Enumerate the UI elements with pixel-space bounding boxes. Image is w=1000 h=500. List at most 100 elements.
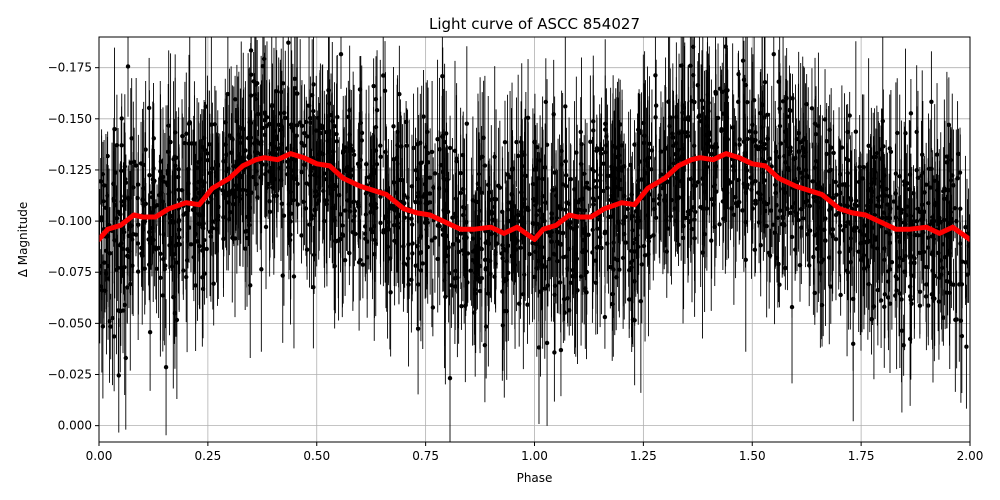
data-point — [682, 116, 687, 122]
data-point — [345, 198, 350, 203]
data-point — [111, 334, 117, 339]
data-point — [404, 143, 409, 148]
data-point — [864, 240, 869, 245]
data-point — [110, 315, 115, 321]
data-point — [861, 253, 867, 258]
data-point — [135, 195, 140, 201]
data-point — [534, 145, 540, 150]
y-tick-label: −0.050 — [48, 316, 92, 330]
data-point — [642, 253, 648, 258]
data-point — [358, 157, 363, 163]
data-point — [280, 273, 285, 278]
data-point — [273, 89, 279, 94]
data-point — [555, 239, 560, 244]
data-point — [460, 248, 466, 253]
data-point — [119, 116, 124, 121]
data-point — [477, 263, 483, 269]
data-point — [512, 247, 517, 253]
data-point — [557, 280, 563, 285]
x-tick-label: 1.00 — [521, 449, 548, 463]
data-point — [641, 243, 647, 249]
data-point — [491, 218, 497, 223]
data-point — [768, 208, 774, 213]
data-point — [658, 172, 664, 177]
data-point — [356, 260, 362, 265]
x-tick-label: 1.25 — [630, 449, 657, 463]
data-point — [591, 128, 596, 133]
data-point — [900, 257, 906, 263]
data-point — [625, 206, 630, 212]
data-point — [923, 182, 929, 187]
data-point — [520, 215, 526, 220]
data-point — [758, 139, 763, 145]
data-point — [205, 151, 210, 156]
data-point — [602, 229, 608, 234]
data-point — [184, 211, 189, 217]
data-point — [685, 130, 690, 135]
data-point — [438, 162, 444, 168]
data-point — [481, 135, 486, 141]
data-point — [728, 180, 733, 185]
x-tick-label: 0.50 — [303, 449, 330, 463]
data-point — [842, 181, 847, 187]
data-point — [392, 223, 397, 228]
data-point — [583, 248, 589, 254]
data-point — [240, 187, 246, 193]
data-point — [170, 218, 175, 223]
data-point — [668, 115, 673, 120]
data-point — [542, 264, 547, 269]
data-point — [680, 235, 686, 241]
y-tick-label: −0.025 — [48, 368, 92, 382]
data-point — [350, 148, 356, 154]
binned-mean-series — [99, 151, 970, 242]
data-point — [275, 146, 281, 151]
data-point — [957, 170, 963, 175]
data-point — [830, 234, 835, 239]
data-point — [869, 193, 874, 199]
data-point — [314, 128, 319, 133]
data-point — [402, 215, 407, 220]
data-point — [125, 64, 131, 69]
data-point — [264, 115, 270, 120]
data-point — [785, 114, 790, 119]
data-point — [246, 153, 252, 159]
data-point — [875, 246, 880, 251]
data-point — [415, 194, 421, 199]
data-point — [440, 169, 445, 175]
data-point — [822, 117, 828, 122]
data-point — [740, 208, 745, 213]
data-point — [582, 208, 587, 213]
data-point — [885, 295, 891, 300]
data-point — [959, 333, 965, 339]
data-point — [909, 219, 915, 224]
chart-title: Light curve of ASCC 854027 — [429, 15, 640, 33]
data-point — [207, 142, 212, 147]
data-point — [161, 256, 166, 262]
data-point — [283, 115, 288, 121]
data-point — [454, 236, 459, 242]
scatter-errorbar-series — [99, 37, 970, 442]
data-point — [330, 175, 335, 181]
data-point — [348, 142, 353, 148]
data-point — [427, 175, 433, 180]
data-point — [286, 40, 291, 45]
data-point — [917, 303, 923, 308]
data-point — [267, 199, 272, 204]
data-point — [506, 270, 511, 276]
data-point — [824, 151, 829, 157]
data-point — [848, 198, 854, 203]
data-point — [312, 172, 317, 178]
data-point — [869, 317, 874, 322]
data-point — [135, 182, 141, 187]
data-point — [388, 290, 393, 295]
data-point — [709, 238, 714, 243]
data-point — [560, 182, 565, 187]
data-point — [373, 205, 379, 211]
data-point — [389, 203, 394, 208]
data-point — [810, 179, 815, 184]
data-point — [630, 213, 635, 219]
data-point — [99, 263, 102, 269]
data-point — [930, 249, 936, 255]
data-point — [278, 111, 283, 116]
